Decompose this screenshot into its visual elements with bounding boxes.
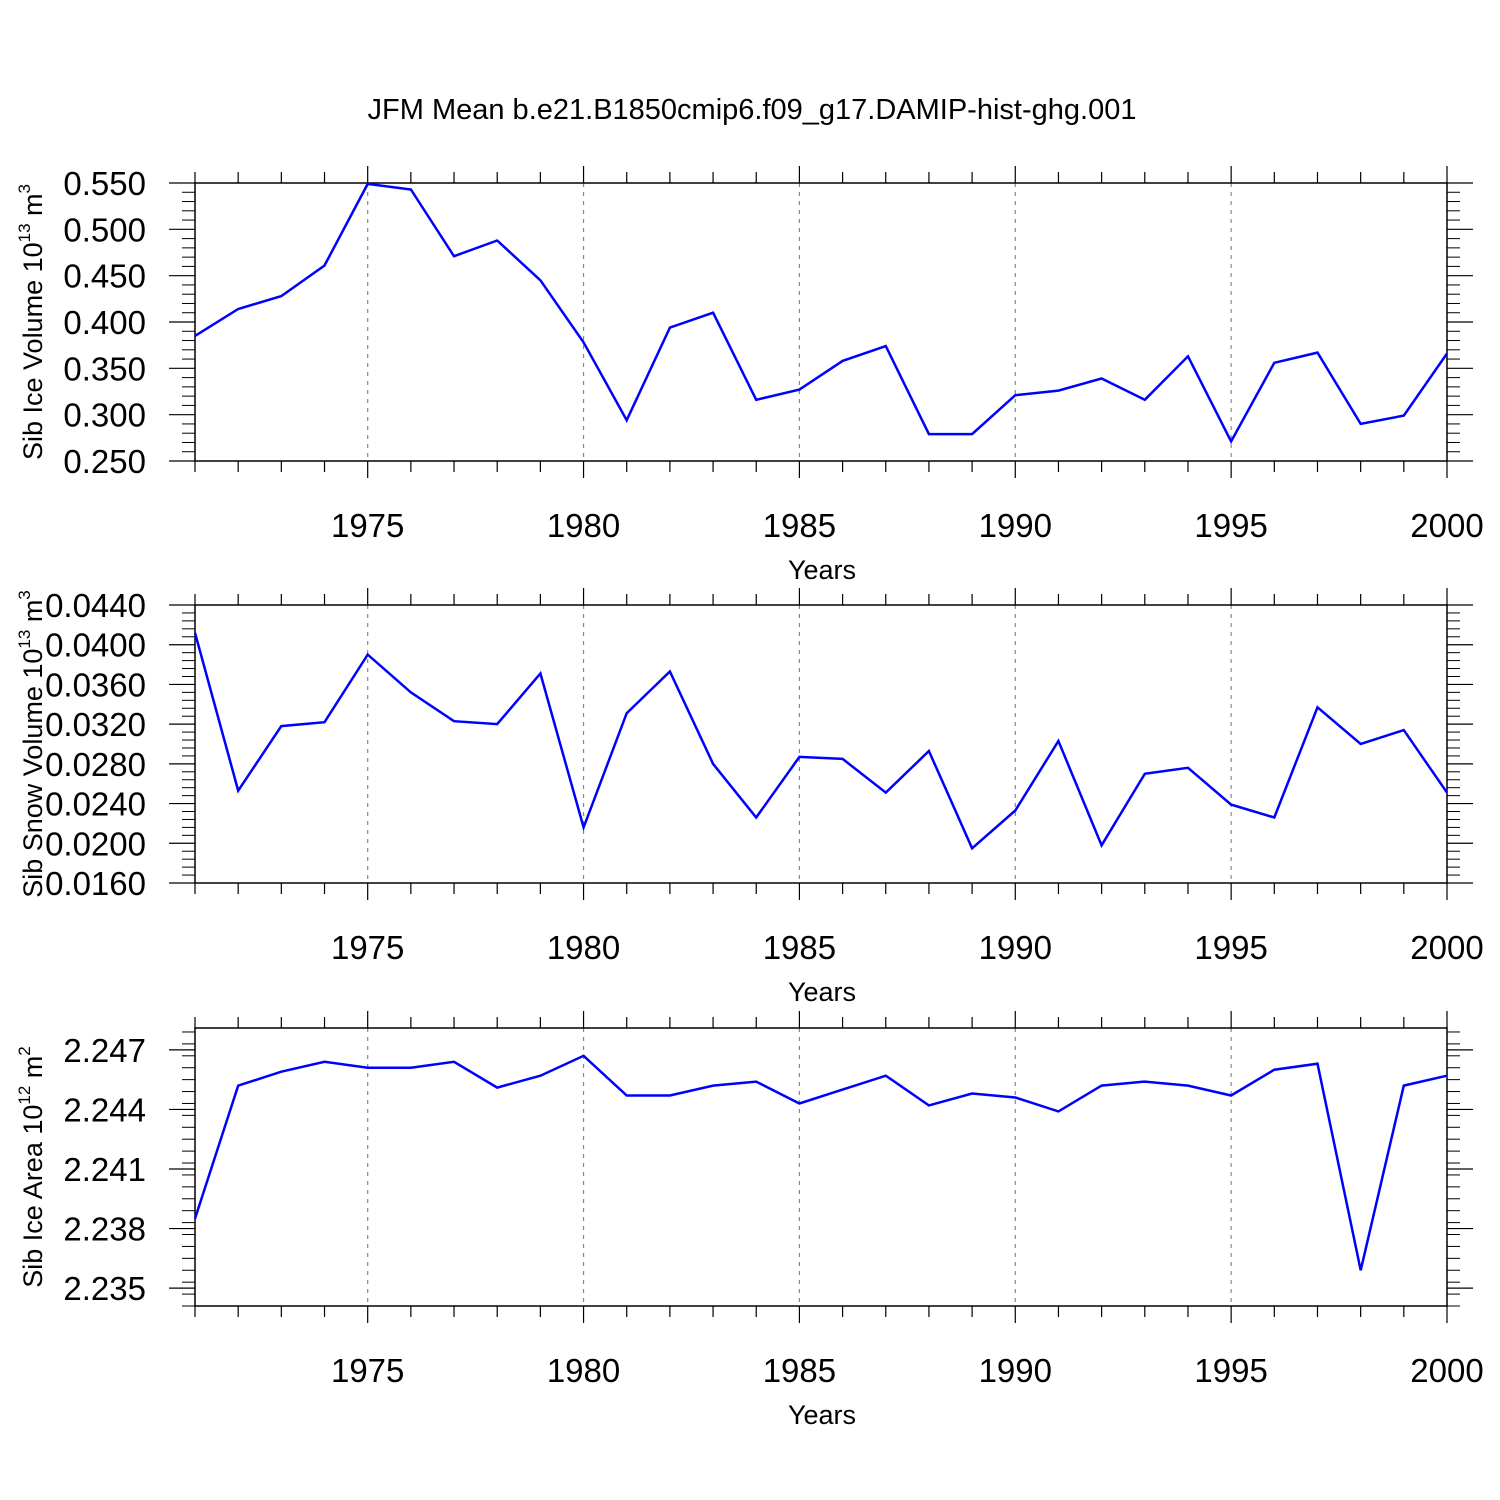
y-axis-label: Sib Ice Area 1012 m2 (15, 1046, 48, 1288)
y-tick-label: 0.0360 (45, 666, 146, 703)
y-tick-label: 2.238 (63, 1211, 146, 1248)
series-line (193, 1054, 1448, 1271)
panel-1: 0.250 0.300 0.350 0.400 0.450 0.500 0.550 1975 1… (15, 165, 1484, 585)
panels: 0.250 0.300 0.350 0.400 0.450 0.500 0.550 1975 1… (15, 165, 1484, 1430)
x-tick-label: 1975 (331, 1352, 404, 1389)
x-tick-label: 1990 (979, 1352, 1052, 1389)
y-axis-label: Sib Ice Volume 1013 m3 (15, 184, 48, 460)
y-tick-label: 0.550 (63, 165, 146, 202)
plot-frame (194, 182, 1448, 462)
x-tick-label: 1985 (763, 507, 836, 544)
y-tick-label: 0.0440 (45, 587, 146, 624)
y-tick-label: 0.0160 (45, 865, 146, 902)
x-tick-label: 1980 (547, 1352, 620, 1389)
x-tick-label: 1995 (1194, 1352, 1267, 1389)
y-tick-label: 2.244 (63, 1091, 146, 1128)
y-tick-label: 2.235 (63, 1270, 146, 1307)
y-tick-label: 2.241 (63, 1151, 146, 1188)
x-tick-label: 1995 (1194, 507, 1267, 544)
plot-frame (194, 604, 1448, 884)
x-tick-label: 1990 (979, 929, 1052, 966)
chart-title: JFM Mean b.e21.B1850cmip6.f09_g17.DAMIP-… (368, 94, 1137, 126)
y-tick-label: 0.350 (63, 350, 146, 387)
y-tick-label: 0.0280 (45, 746, 146, 783)
x-tick-label: 1980 (547, 507, 620, 544)
y-tick-label: 0.0400 (45, 627, 146, 664)
y-tick-label: 0.250 (63, 443, 146, 480)
x-tick-label: 1975 (331, 507, 404, 544)
plot-frame (194, 1027, 1448, 1307)
x-tick-label: 1980 (547, 929, 620, 966)
y-tick-label: 0.0320 (45, 706, 146, 743)
y-axis-label: Sib Snow Volume 1013 m3 (15, 590, 48, 898)
x-tick-label: 2000 (1410, 507, 1483, 544)
y-tick-label: 2.247 (63, 1032, 146, 1069)
x-tick-label: 1975 (331, 929, 404, 966)
y-tick-label: 0.300 (63, 397, 146, 434)
y-tick-label: 0.450 (63, 258, 146, 295)
series-line (193, 632, 1449, 851)
x-axis-label: Years (788, 977, 856, 1007)
x-tick-label: 1990 (979, 507, 1052, 544)
x-tick-label: 1985 (763, 929, 836, 966)
panel-3: 2.235 2.238 2.241 2.244 2.247 1975 1980 1985 199… (15, 1011, 1484, 1430)
x-tick-label: 2000 (1410, 1352, 1483, 1389)
series-line (194, 182, 1449, 445)
y-tick-label: 0.0200 (45, 825, 146, 862)
y-tick-label: 0.400 (63, 304, 146, 341)
x-tick-label: 2000 (1410, 929, 1483, 966)
x-tick-label: 1985 (763, 1352, 836, 1389)
y-tick-label: 0.0240 (45, 786, 146, 823)
y-tick-label: 0.500 (63, 211, 146, 248)
x-axis-label: Years (788, 555, 856, 585)
x-tick-label: 1995 (1194, 929, 1267, 966)
panel-2: 0.01600.02000.02400.02800.03200.03600.04… (15, 587, 1484, 1007)
x-axis-label: Years (788, 1400, 856, 1430)
